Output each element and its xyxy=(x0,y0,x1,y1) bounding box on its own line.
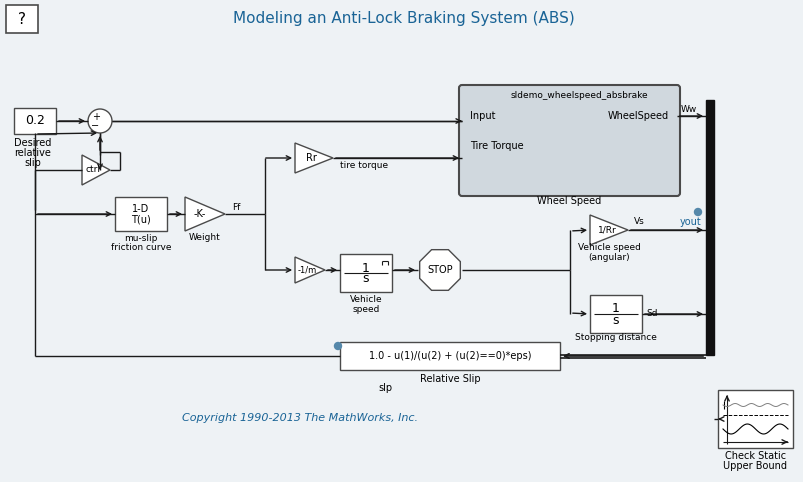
Bar xyxy=(14,108,56,134)
Text: (angular): (angular) xyxy=(588,254,629,263)
Text: Input: Input xyxy=(470,111,495,121)
Polygon shape xyxy=(82,155,110,185)
Text: Vs: Vs xyxy=(634,217,644,227)
Text: Sd: Sd xyxy=(645,309,657,319)
Text: Ww: Ww xyxy=(680,106,696,115)
Text: 1/Rr: 1/Rr xyxy=(597,226,616,235)
Bar xyxy=(115,197,167,231)
Text: Weight: Weight xyxy=(189,232,221,241)
Circle shape xyxy=(334,343,341,349)
Text: Copyright 1990-2013 The MathWorks, Inc.: Copyright 1990-2013 The MathWorks, Inc. xyxy=(181,413,418,423)
Text: Check Static: Check Static xyxy=(724,451,785,461)
Text: Stopping distance: Stopping distance xyxy=(574,334,656,343)
Text: ?: ? xyxy=(18,12,26,27)
Text: Vehicle speed: Vehicle speed xyxy=(577,243,640,253)
Text: mu-slip: mu-slip xyxy=(124,234,157,243)
Text: Tire Torque: Tire Torque xyxy=(470,141,523,151)
Text: slp: slp xyxy=(377,383,392,393)
Text: Relative Slip: Relative Slip xyxy=(419,374,479,384)
Circle shape xyxy=(88,109,112,133)
Text: 0.2: 0.2 xyxy=(25,115,45,128)
Text: Vehicle: Vehicle xyxy=(349,295,382,304)
Text: 1: 1 xyxy=(361,262,369,275)
Bar xyxy=(705,100,713,355)
Text: Ff: Ff xyxy=(232,203,240,213)
Bar xyxy=(6,5,38,33)
Circle shape xyxy=(694,209,701,215)
Bar xyxy=(340,342,560,370)
Text: Rr: Rr xyxy=(305,153,316,163)
Text: 1: 1 xyxy=(611,303,619,316)
Text: slip: slip xyxy=(25,158,42,168)
Bar xyxy=(340,254,392,292)
Text: Upper Bound: Upper Bound xyxy=(723,461,786,471)
Text: −: − xyxy=(91,121,99,131)
Bar xyxy=(589,295,642,333)
Text: +: + xyxy=(92,112,100,122)
Text: -K-: -K- xyxy=(194,209,206,219)
Bar xyxy=(717,390,792,448)
Text: yout: yout xyxy=(679,217,700,227)
Text: 1.0 - u(1)/(u(2) + (u(2)==0)*eps): 1.0 - u(1)/(u(2) + (u(2)==0)*eps) xyxy=(369,351,531,361)
Polygon shape xyxy=(589,215,627,245)
Text: sldemo_wheelspeed_absbrake: sldemo_wheelspeed_absbrake xyxy=(510,92,647,101)
Text: Modeling an Anti-Lock Braking System (ABS): Modeling an Anti-Lock Braking System (AB… xyxy=(233,11,574,26)
Polygon shape xyxy=(295,143,332,173)
Text: s: s xyxy=(612,313,618,326)
Text: WheelSpeed: WheelSpeed xyxy=(607,111,668,121)
Polygon shape xyxy=(419,250,460,290)
Text: 1-D: 1-D xyxy=(132,204,149,214)
Text: tire torque: tire torque xyxy=(340,161,388,170)
Text: -1/m: -1/m xyxy=(297,266,316,275)
Text: T(u): T(u) xyxy=(131,214,151,224)
Text: Desired: Desired xyxy=(14,138,51,148)
FancyBboxPatch shape xyxy=(459,85,679,196)
Text: friction curve: friction curve xyxy=(111,243,171,252)
Text: STOP: STOP xyxy=(426,265,452,275)
Text: s: s xyxy=(362,272,369,285)
Polygon shape xyxy=(295,257,324,283)
Text: relative: relative xyxy=(14,148,51,158)
Text: ctrl: ctrl xyxy=(85,165,100,174)
Text: speed: speed xyxy=(352,305,379,314)
Text: Wheel Speed: Wheel Speed xyxy=(536,196,601,206)
Polygon shape xyxy=(185,197,225,231)
